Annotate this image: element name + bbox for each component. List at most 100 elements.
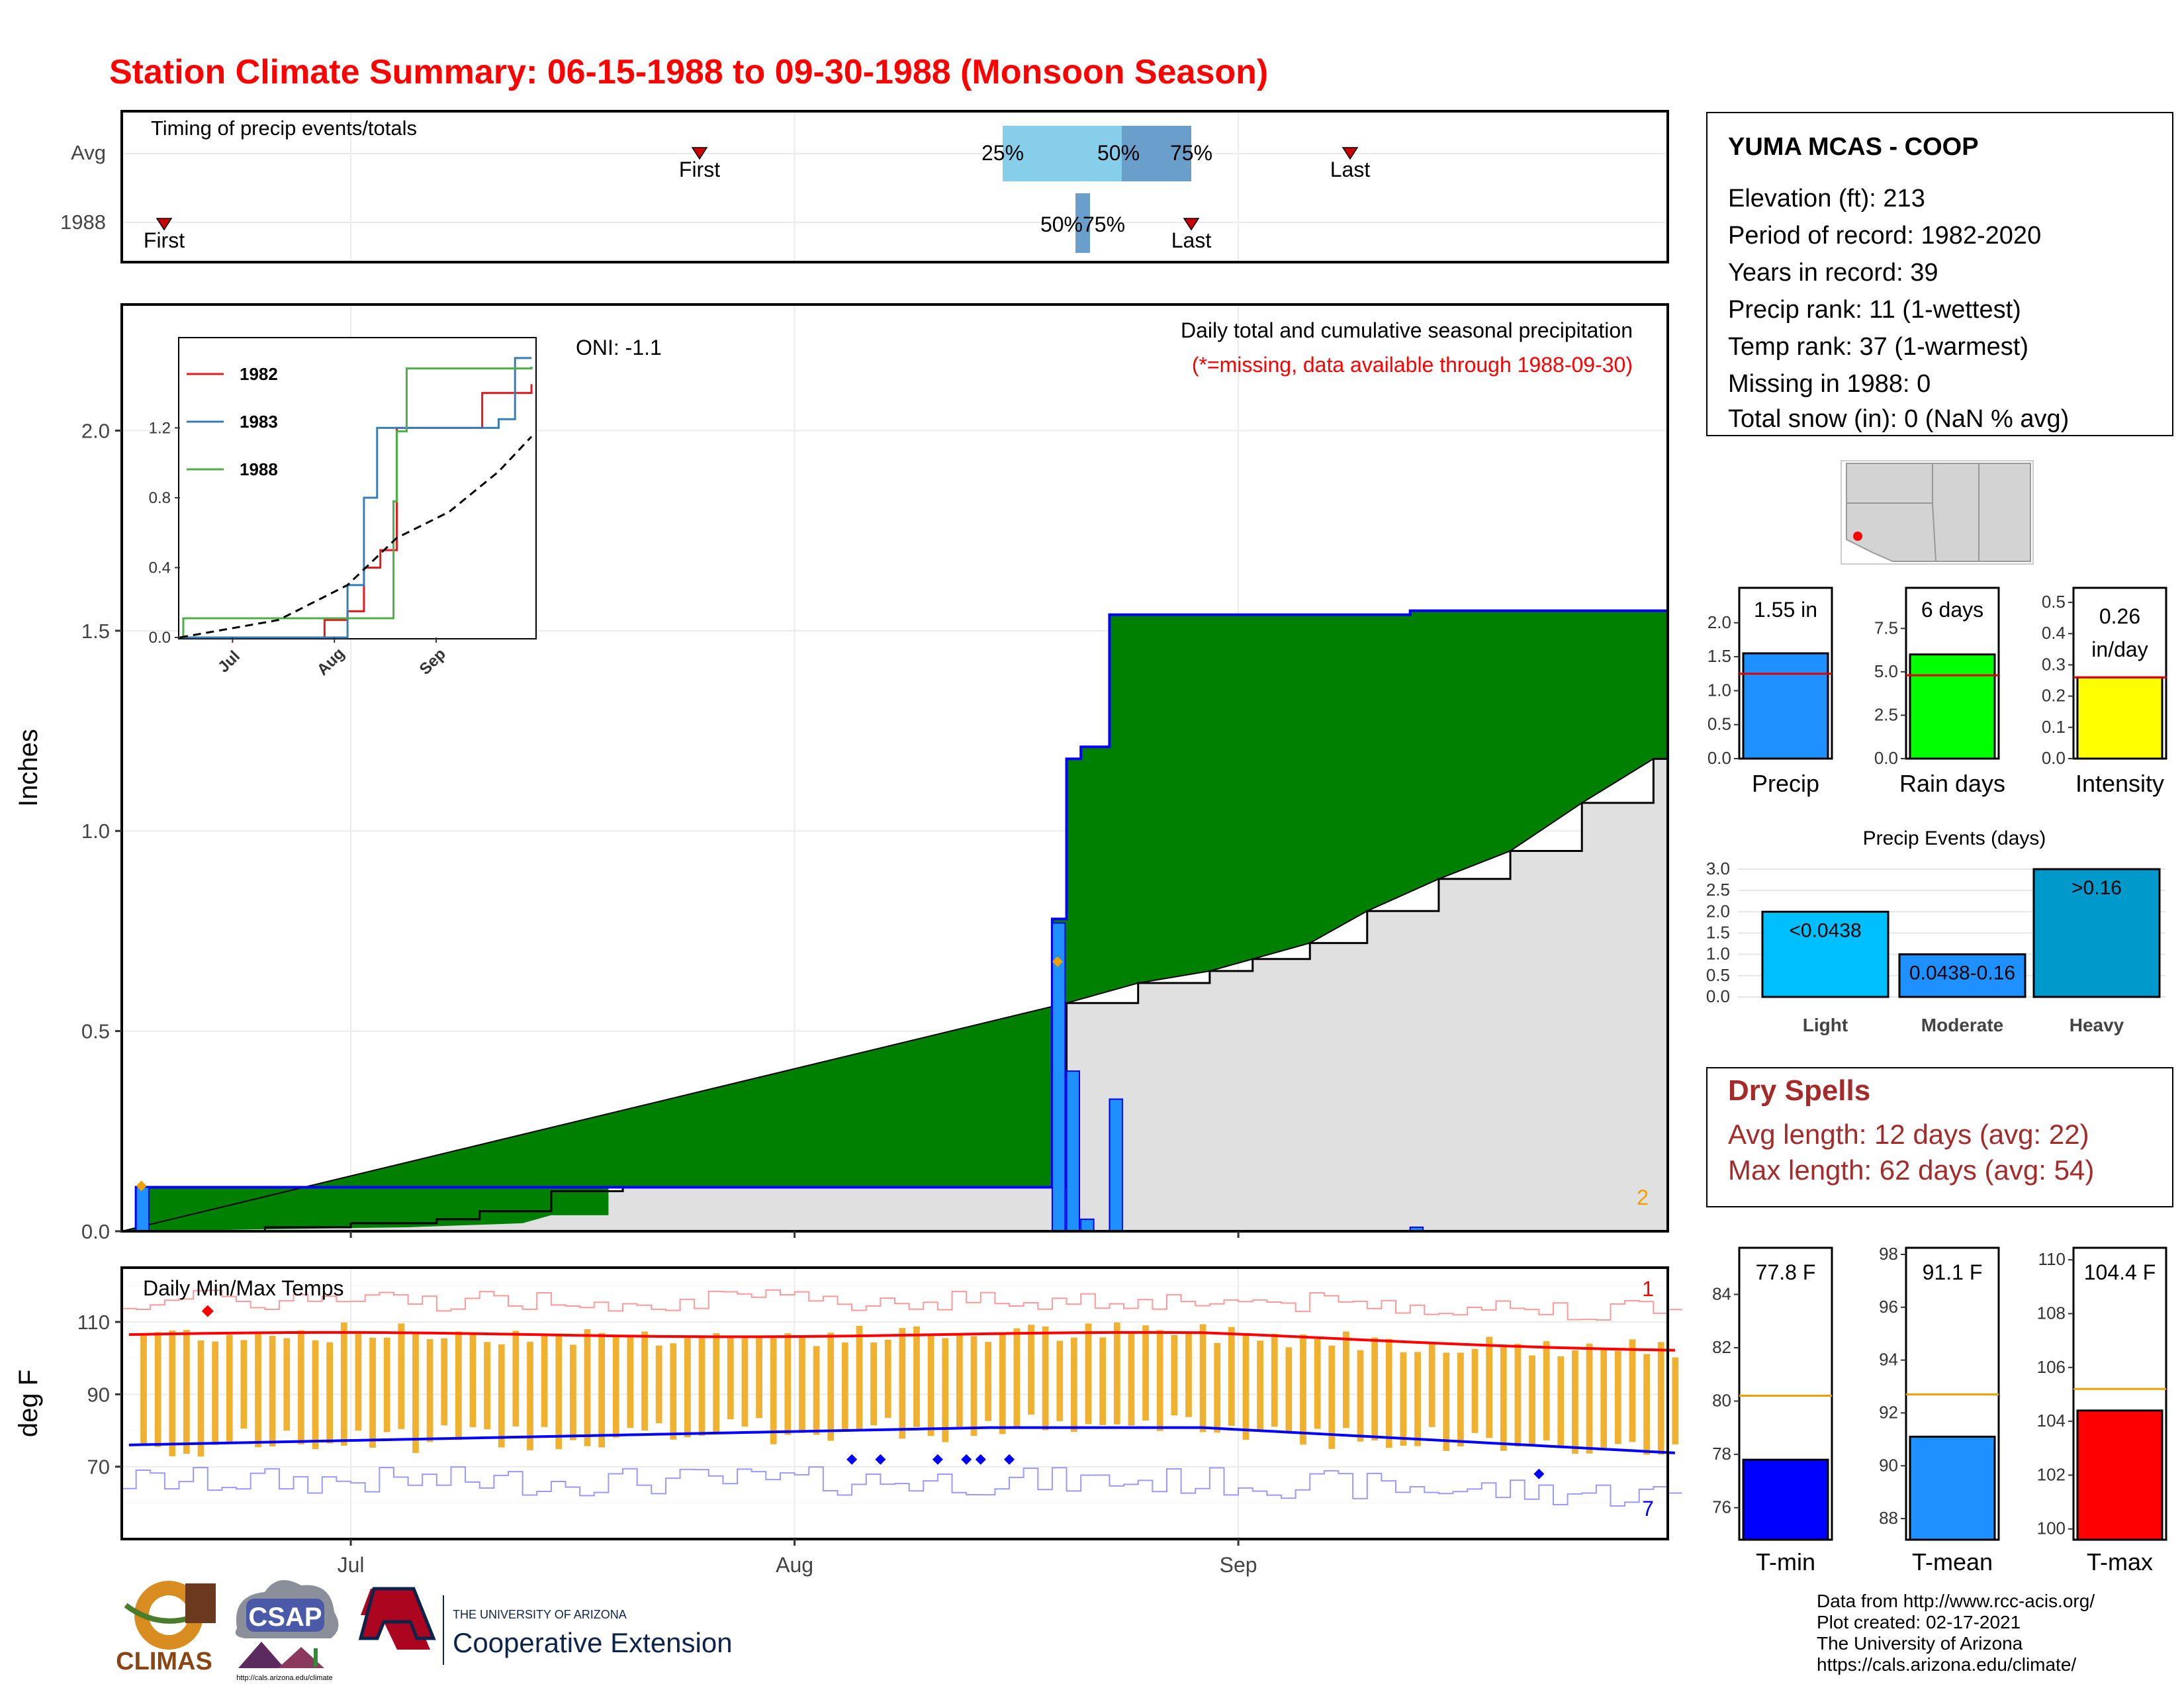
temp-range-bar-89 [1400,1352,1407,1446]
temp-range-bar-27 [512,1331,520,1427]
avg-first-label: First [679,158,720,181]
avg-cumulative-line [122,757,1668,1233]
temp-range-bar-79 [1257,1340,1263,1430]
station-line-snow: Total snow (in): 0 (NaN % avg) [1728,405,2069,433]
avg-iqr-low [1003,126,1122,181]
temp-range-bar-81 [1285,1347,1293,1433]
precip-marker-2 [1052,956,1063,967]
station-location-marker [1853,532,1862,541]
temp-summary-t-mean: 88 90 92 94 96 98 91.1 F T-mean [1879,1244,2000,1575]
temp-range-bar-84 [1328,1345,1336,1449]
record-low-marker-0 [846,1454,858,1465]
temp-range-bar-102 [1586,1343,1593,1454]
credit-plot-created: Plot created: 02-17-2021 [1817,1612,2021,1632]
temp-range-bar-93 [1457,1352,1464,1447]
station-line-missing: Missing in 1988: 0 [1728,370,1931,398]
avg-cumulative-area [122,759,1668,1231]
temp-range-bar-36 [641,1331,648,1431]
temp-summary-t-max-tick-1: 102 [2037,1464,2066,1484]
temp-summary-t-max-tick-2: 104 [2037,1411,2066,1430]
summary-intensity-tick-2: 0.2 [2042,686,2066,706]
events-tick-1: 0.5 [1706,965,1730,985]
events-bar-label-1: 0.0438-0.16 [1909,962,2015,984]
station-line-temp-rank: Temp rank: 37 (1-warmest) [1728,333,2028,361]
temp-range-bar-23 [455,1331,462,1440]
xtick-Sep: Sep [1220,1553,1257,1577]
events-tick-5: 2.5 [1706,880,1730,900]
temp-range-bar-43 [741,1336,749,1427]
events-tick-2: 1.0 [1706,944,1730,964]
temp-range-bar-30 [555,1335,563,1450]
ua-logo: THE UNIVERSITY OF ARIZONA Cooperative Ex… [358,1587,733,1665]
temp-range-bar-7 [226,1335,233,1442]
y1988-first-marker [156,218,173,231]
temp-range-bar-35 [627,1336,634,1429]
temp-summary-t-min-tick-0: 76 [1712,1497,1731,1517]
temp-range-bar-108 [1672,1357,1679,1444]
y1988-pct: 50%75% [1040,212,1125,236]
temp-range-bar-59 [970,1336,978,1436]
events-category-0: Light [1803,1015,1848,1035]
events-bar-moderate [1898,953,2026,998]
temp-range-bar-101 [1572,1350,1578,1454]
events-tick-3: 1.5 [1706,923,1730,943]
temp-summary-t-mean-tick-1: 90 [1879,1455,1898,1475]
temp-range-bar-29 [541,1334,548,1427]
temp-range-bar-33 [598,1333,605,1448]
ua-line1: THE UNIVERSITY OF ARIZONA [453,1608,627,1621]
summary-rain-days: 0.0 2.5 5.0 7.5 6 days Rain days [1874,586,2005,797]
temp-range-bar-40 [698,1336,705,1436]
record-low-marker-4 [975,1454,986,1465]
climas-logo: CLIMAS [116,1581,216,1675]
temp-range-bar-56 [927,1335,934,1436]
record-high-line [122,1289,1682,1321]
temp-range-bar-77 [1228,1327,1235,1426]
temp-range-bar-76 [1214,1342,1221,1433]
summary-rain-days-tick-2: 5.0 [1874,661,1898,681]
temp-range-bar-18 [383,1337,390,1432]
dry-spells-avg: Avg length: 12 days (avg: 22) [1728,1119,2089,1150]
temp-summary-t-mean-tick-0: 88 [1879,1508,1898,1528]
temp-range-bar-106 [1643,1354,1650,1455]
temp-range-bar-48 [813,1346,820,1435]
temp-range-bar-38 [670,1343,677,1440]
inset-series-avg [179,436,533,639]
precip-events-chart: Precip Events (days) 0.00.51.01.52.02.5 3.… [1706,827,2165,1035]
temp-range-bar-104 [1614,1350,1621,1444]
summary-rain-days-tick-0: 0.0 [1874,748,1898,768]
dry-spells-title: Dry Spells [1728,1074,1870,1107]
avg-p50: 50% [1097,141,1140,165]
precip-panel: 0.0 0.5 1.0 1.5 2.0 Jul Aug Sep Inches ONI: -1.… [14,303,1669,1577]
summary-rain-days-tick-1: 2.5 [1874,704,1898,724]
normal-low-line [128,1426,1675,1454]
timing-panel: Timing of precip events/totals Avg 1988 … [60,110,1669,263]
temp-range-bar-45 [770,1338,777,1444]
temp-range-bar-10 [269,1336,276,1447]
precip-ytick-3: 1.5 [81,620,110,643]
temp-summary-t-mean-bar [1909,1435,1996,1541]
summary-value-0: 1.55 in [1754,598,1817,622]
summary-intensity-tick-3: 0.3 [2042,654,2066,674]
temp-range-bar-82 [1300,1334,1306,1445]
summary-precip: 0.0 0.5 1.0 1.5 2.0 1.55 in Precip [1707,586,1833,797]
events-title: Precip Events (days) [1863,827,2046,849]
temp-range-bar-60 [985,1342,991,1421]
avg-last-label: Last [1330,158,1371,181]
inset-series-1983 [180,357,532,639]
temp-range-bar-31 [570,1344,576,1440]
temp-range-bar-46 [784,1333,792,1435]
xtick-Aug: Aug [776,1553,813,1577]
station-line-precip-rank: Precip rank: 11 (1-wettest) [1728,296,2021,324]
inset-ytick-3: 1.2 [149,419,171,437]
summary-precip-bar [1742,652,1829,760]
temp-range-bar-53 [884,1339,891,1418]
temp-range-bar-8 [240,1340,248,1429]
temp-range-bar-62 [1013,1328,1021,1428]
daily-precip-bar-1 [1051,922,1066,1233]
temp-summary-t-max: 100 102 104 106 108 110 104.4 F T-max [2037,1246,2167,1575]
summary-intensity-tick-5: 0.5 [2042,592,2066,612]
temps-corner-top: 1 [1642,1277,1654,1301]
oni-label: ONI: -1.1 [576,336,662,359]
temp-summary-t-mean-tick-2: 92 [1879,1402,1898,1422]
temp-range-bar-39 [684,1338,691,1438]
